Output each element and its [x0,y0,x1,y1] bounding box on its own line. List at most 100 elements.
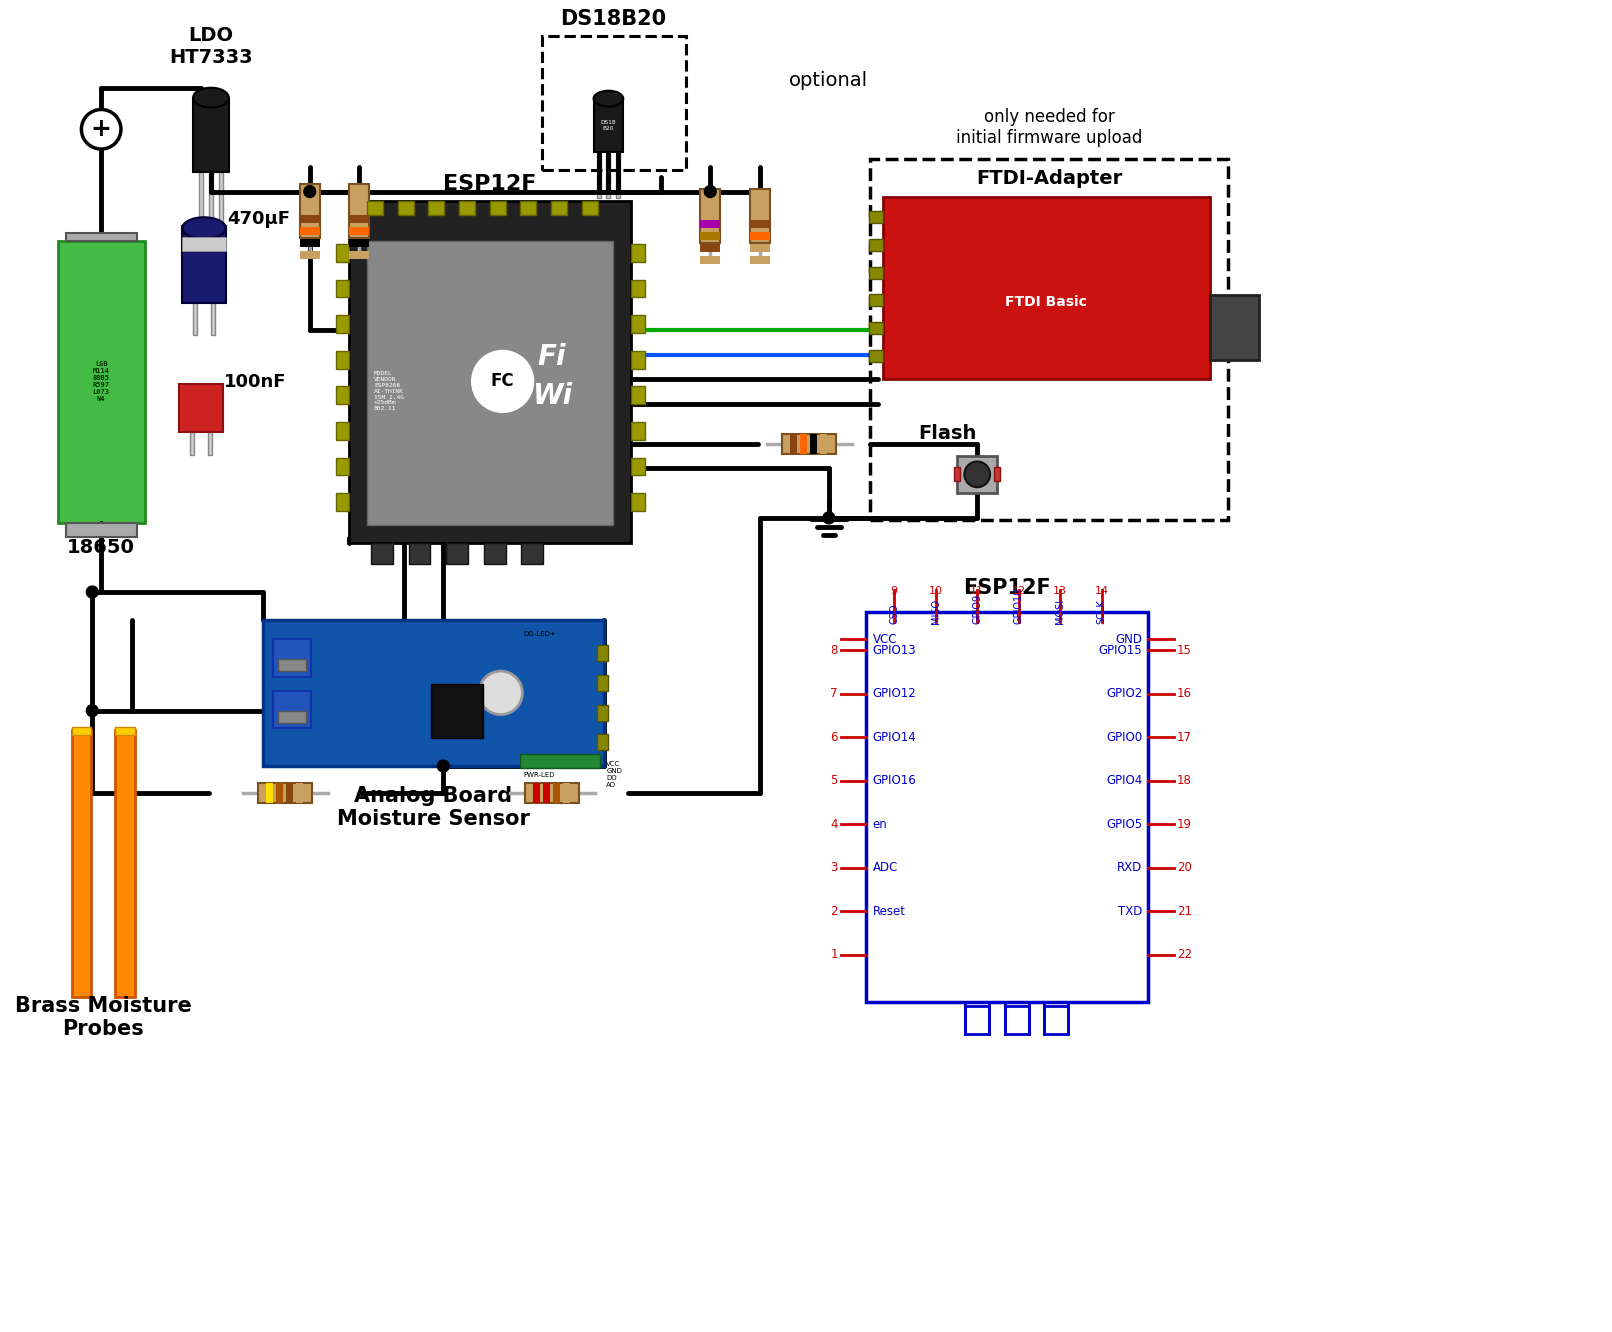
Text: GPIO10: GPIO10 [1014,587,1024,623]
Bar [870,159,1228,519]
Text: GPIO13: GPIO13 [872,643,916,657]
Text: DS18
B20: DS18 B20 [601,120,616,131]
Circle shape [87,586,98,598]
Bar [750,189,769,242]
Text: DS18B20: DS18B20 [561,8,666,28]
Text: MODEL
VENDOR
ESP8266
AI-THINK
15M 2.4G
+25dBm
802.11: MODEL VENDOR ESP8266 AI-THINK 15M 2.4G +… [374,372,405,412]
Bar [335,422,350,440]
Text: MISO: MISO [930,598,941,623]
Bar [300,216,319,224]
Text: ESP12F: ESP12F [443,173,537,193]
Text: 19: 19 [1177,818,1191,831]
Text: Reset: Reset [872,904,906,918]
Text: GRN DTR RXI TXO VCC GND: GRN DTR RXI TXO VCC GND [893,382,999,392]
Bar [190,424,193,454]
Bar [534,783,540,803]
Bar [335,350,350,369]
Bar [869,238,883,250]
Text: ESP12F: ESP12F [962,578,1051,598]
Text: 3: 3 [830,862,838,874]
Bar [750,244,769,252]
Text: FTDI Basic: FTDI Basic [1006,296,1088,309]
Bar [335,493,350,511]
Bar [750,256,769,264]
Ellipse shape [182,217,226,238]
Bar [869,322,883,334]
Bar [750,232,769,240]
Text: FTDI-Adapter: FTDI-Adapter [977,169,1122,188]
Bar [350,184,369,238]
Text: SCLK: SCLK [1096,599,1107,623]
Bar [409,542,430,565]
Bar [272,691,311,729]
Text: ADC: ADC [872,862,898,874]
Bar [350,228,369,234]
Bar [193,97,229,172]
Text: 7: 7 [830,687,838,701]
Bar [66,522,137,537]
Text: RXD: RXD [1117,862,1143,874]
Bar [335,244,350,262]
Text: GPIO0: GPIO0 [1106,731,1143,743]
Bar [958,456,996,493]
Bar [995,468,999,481]
Text: 470μF: 470μF [227,210,290,228]
Bar [632,350,645,369]
Text: 15: 15 [1177,643,1191,657]
Bar [179,385,222,432]
Bar [632,457,645,476]
Bar [490,201,506,216]
Bar [198,172,203,236]
Text: LGB
M114
88B5
R597
L073
N4: LGB M114 88B5 R597 L073 N4 [92,361,110,402]
Circle shape [964,461,990,488]
Bar [193,297,197,334]
Bar [632,493,645,511]
Bar [869,266,883,278]
Bar [883,197,1209,380]
Bar [210,172,213,236]
Text: optional: optional [790,72,869,91]
Bar [350,216,369,224]
Bar [335,316,350,333]
Text: 18: 18 [1177,774,1191,787]
Bar [66,233,137,241]
Bar [811,434,817,454]
Bar [71,727,92,735]
Bar [182,226,226,304]
Bar [71,730,92,998]
Bar [867,611,1148,1003]
Bar [596,734,608,750]
Text: DO-LED+: DO-LED+ [524,630,556,637]
Bar [750,220,769,228]
Text: GPIO12: GPIO12 [872,687,916,701]
Bar [632,280,645,297]
Text: Brass Moisture
Probes: Brass Moisture Probes [15,995,192,1039]
Bar [1209,296,1259,360]
Circle shape [305,185,316,197]
Circle shape [81,109,121,149]
Bar [279,711,306,722]
Text: 13: 13 [1053,586,1067,597]
Bar [596,705,608,721]
Text: 8: 8 [830,643,838,657]
Text: MOSI: MOSI [1056,598,1066,623]
Bar [297,783,303,803]
Bar [300,250,319,258]
Bar [700,189,721,242]
Bar [258,783,311,803]
Text: GND: GND [1116,633,1143,646]
Bar [279,659,306,671]
Bar [553,783,559,803]
Text: +: + [90,117,111,141]
Bar [700,244,721,252]
Bar [596,646,608,661]
Bar [526,783,579,803]
Text: 18650: 18650 [68,538,135,557]
Bar [543,783,550,803]
Bar [869,350,883,361]
Text: 9: 9 [890,586,898,597]
Text: 17: 17 [1177,731,1191,743]
Text: 6: 6 [830,731,838,743]
Text: only needed for
initial firmware upload: only needed for initial firmware upload [956,108,1143,147]
Text: GPIO5: GPIO5 [1106,818,1143,831]
